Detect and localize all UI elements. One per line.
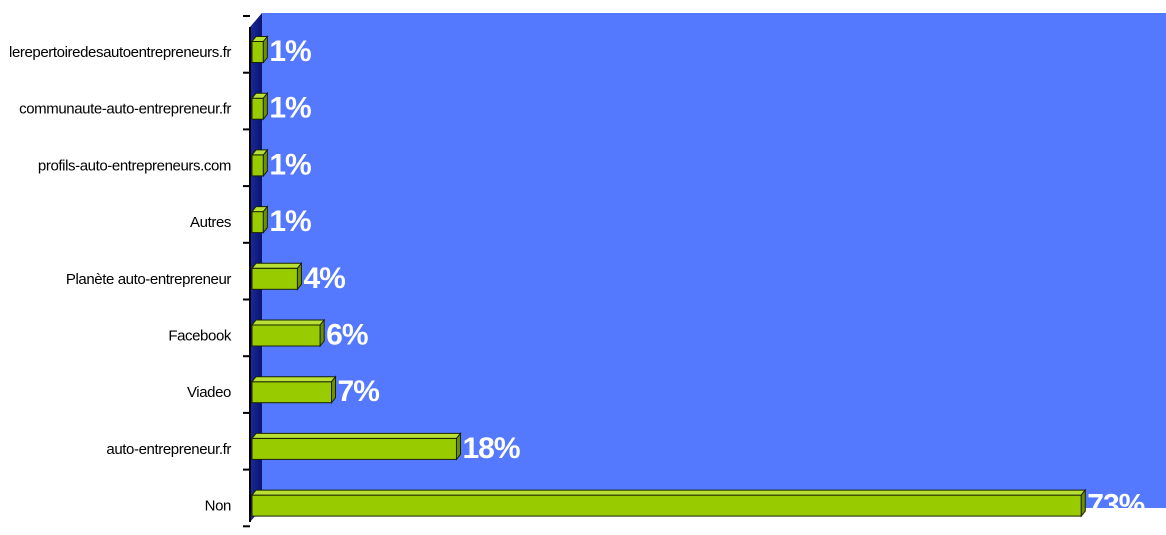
bar-top (250, 432, 462, 439)
category-label: Autres (190, 214, 231, 231)
bar-front (251, 267, 298, 290)
bar-5 (250, 318, 326, 348)
value-label: 18% (462, 432, 519, 465)
bar-top (250, 376, 337, 383)
category-label: lerepertoiredesautoentrepreneurs.fr (9, 44, 231, 61)
bar-front (251, 437, 457, 460)
bar-side (262, 205, 268, 235)
bar-top (250, 262, 303, 269)
bar-0 (250, 35, 269, 64)
value-label: 1% (269, 148, 311, 181)
bar-front (251, 211, 264, 234)
category-label: Non (205, 498, 231, 515)
category-label: communaute-auto-entrepreneur.fr (19, 101, 231, 118)
bar-8 (250, 488, 1087, 518)
bar-1 (250, 91, 269, 121)
y-axis-ticks (243, 15, 250, 528)
plot-background (262, 13, 1166, 508)
bar-side (262, 91, 268, 121)
category-label: Facebook (168, 328, 232, 345)
bar-side (262, 148, 268, 178)
plot-area (249, 13, 1166, 522)
bar-2 (250, 148, 269, 178)
bar-side (455, 431, 461, 461)
value-label: 1% (269, 35, 311, 68)
bar-top (250, 319, 326, 326)
bar-side (1080, 488, 1086, 518)
value-label: 1% (269, 92, 311, 125)
bar-front (251, 381, 333, 404)
value-label: 7% (338, 375, 380, 408)
bar-top (250, 489, 1087, 496)
category-label: profils-auto-entrepreneurs.com (38, 157, 231, 174)
value-label: 4% (303, 262, 345, 295)
category-label: Viadeo (187, 384, 231, 401)
value-label: 73% (1087, 489, 1144, 522)
bar-front (251, 494, 1082, 517)
category-labels: lerepertoiredesautoentrepreneurs.fr commu… (9, 44, 232, 515)
bar-6 (250, 375, 337, 405)
bar-7 (250, 431, 462, 461)
bar-side (296, 261, 302, 291)
value-labels: 1% 1% 1% 1% 4% 6% 7% 18% 73% (269, 35, 1145, 522)
category-label: Planète auto-entrepreneur (66, 271, 232, 288)
bar-front (251, 97, 264, 120)
category-label: auto-entrepreneur.fr (106, 441, 231, 458)
bar-front (251, 41, 264, 63)
value-label: 6% (326, 319, 368, 352)
bars-group (250, 35, 1087, 518)
bar-side (262, 35, 268, 64)
value-label: 1% (269, 205, 311, 238)
bar-front (251, 324, 321, 347)
bar-front (251, 154, 264, 177)
bar-side (331, 375, 337, 405)
bar-4 (250, 261, 303, 291)
bar-side (319, 318, 325, 348)
bar-3 (250, 205, 269, 235)
